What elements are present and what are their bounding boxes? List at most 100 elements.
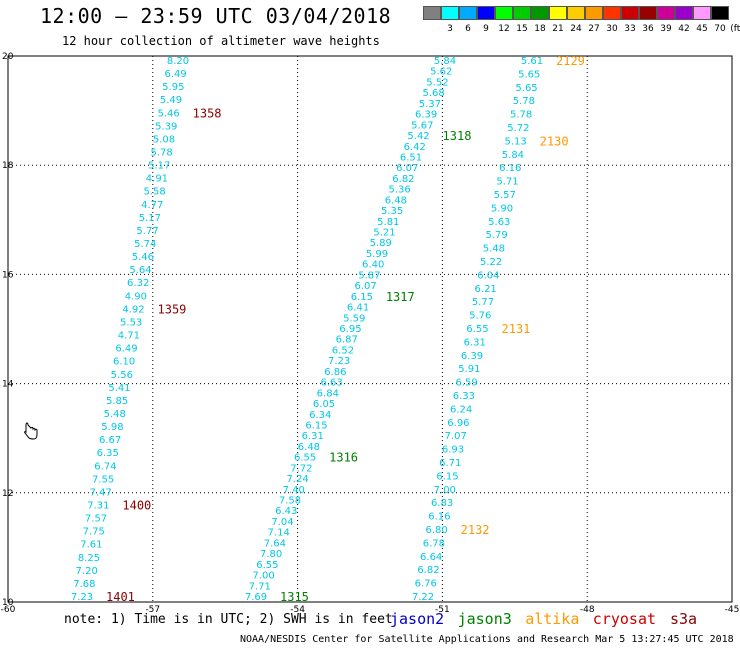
latitude-tick-label: 10 — [2, 598, 14, 608]
scale-label: 9 — [483, 24, 489, 34]
wave-height-value: 4.91 — [146, 174, 168, 185]
wave-height-value: 6.40 — [362, 260, 384, 271]
wave-height-value: 5.46 — [132, 252, 154, 263]
wave-height-value: 5.67 — [411, 120, 433, 131]
wave-height-value: 7.64 — [264, 538, 286, 549]
scale-swatch — [567, 6, 585, 20]
scale-swatch — [657, 6, 675, 20]
wave-height-value: 6.43 — [275, 506, 297, 517]
wave-height-value: 7.57 — [85, 514, 107, 525]
wave-height-value: 5.57 — [494, 190, 516, 201]
wave-height-value: 5.56 — [111, 370, 133, 381]
wave-height-value: 6.64 — [420, 552, 442, 563]
wave-height-value: 5.39 — [155, 121, 177, 132]
wave-height-value: 5.74 — [134, 239, 156, 250]
wave-height-value: 6.59 — [455, 378, 477, 389]
wave-height-value: 5.62 — [430, 67, 452, 78]
wave-height-value: 5.59 — [343, 313, 365, 324]
pointer-hand-icon — [24, 422, 38, 444]
latitude-tick-label: 16 — [2, 270, 14, 280]
wave-height-value: 6.63 — [320, 378, 342, 389]
longitude-tick-label: -45 — [725, 605, 740, 615]
wave-height-value: 4.77 — [141, 200, 163, 211]
wave-height-value: 6.93 — [442, 445, 464, 456]
wave-height-value: 6.49 — [115, 344, 137, 355]
wave-height-value: 6.41 — [347, 303, 369, 314]
scale-label: 3 — [447, 24, 453, 34]
wave-height-value: 6.31 — [302, 431, 324, 442]
wave-height-value: 6.87 — [336, 335, 358, 346]
wave-height-value: 5.81 — [377, 217, 399, 228]
scale-label: 18 — [534, 24, 546, 34]
wave-height-value: 7.31 — [87, 500, 109, 511]
latitude-tick-label: 20 — [2, 52, 14, 62]
scale-swatch — [513, 6, 531, 20]
wave-height-value: 5.71 — [496, 177, 518, 188]
wave-height-value: 7.20 — [76, 566, 98, 577]
latitude-tick-label: 12 — [2, 489, 13, 499]
wave-height-value: 7.69 — [245, 592, 267, 603]
wave-height-value: 6.32 — [127, 278, 149, 289]
wave-height-value: 7.68 — [73, 579, 95, 590]
wave-height-value: 5.72 — [507, 123, 529, 134]
pass-time-label: 1318 — [443, 129, 472, 143]
wave-height-value: 5.78 — [150, 148, 172, 159]
wave-height-value: 5.53 — [120, 317, 142, 328]
axis-labels: -60 -57 -54 -51 -48 -45 20 18 16 14 12 10 — [1, 52, 740, 615]
wave-height-value: 6.31 — [464, 337, 486, 348]
mission-label: altika — [525, 610, 580, 628]
scale-label: 42 — [678, 24, 690, 34]
footer-credit: NOAA/NESDIS Center for Satellite Applica… — [240, 634, 734, 645]
wave-height-value: 7.61 — [80, 540, 102, 551]
wave-height-value: 6.80 — [425, 525, 447, 536]
latitude-tick-label: 18 — [2, 161, 14, 171]
wave-height-value: 6.39 — [415, 110, 437, 121]
wave-height-value: 5.84 — [434, 56, 456, 67]
wave-height-value: 5.64 — [129, 265, 151, 276]
wave-height-value: 6.82 — [417, 565, 439, 576]
wave-height-value: 5.77 — [136, 226, 158, 237]
wave-height-value: 5.90 — [491, 203, 513, 214]
wave-height-value: 5.65 — [515, 83, 537, 94]
satellite-track: 5.845.625.525.685.376.395.675.426.426.51… — [245, 56, 472, 604]
wave-height-value: 7.24 — [286, 474, 308, 485]
scale-label: 33 — [624, 24, 636, 34]
wave-height-value: 6.71 — [439, 458, 461, 469]
wave-height-value: 6.55 — [256, 560, 278, 571]
wave-height-value: 6.15 — [436, 471, 458, 482]
wave-height-value: 5.52 — [426, 77, 448, 88]
wave-height-value: 5.65 — [518, 69, 540, 80]
longitude-tick-label: -51 — [435, 605, 450, 615]
scale-label: 30 — [606, 24, 618, 34]
wave-height-value: 6.82 — [392, 174, 414, 185]
wave-height-value: 5.99 — [366, 249, 388, 260]
longitude-tick-label: -57 — [145, 605, 160, 615]
wave-height-value: 6.15 — [305, 420, 327, 431]
scale-label: 6 — [465, 24, 471, 34]
wave-height-value: 5.84 — [502, 150, 524, 161]
wave-height-value: 7.23 — [71, 592, 93, 603]
wave-height-value: 8.25 — [78, 553, 100, 564]
wave-height-value: 5.21 — [373, 228, 395, 239]
wave-height-value: 5.68 — [423, 88, 445, 99]
wave-height-value: 6.55 — [466, 324, 488, 335]
wave-height-value: 5.95 — [162, 82, 184, 93]
wave-height-value: 5.58 — [143, 187, 165, 198]
satellite-track: 5.61 5.65 5.65 5.78 5.78 5.72 5.13 5.84 6.16 5.71… — [412, 54, 585, 603]
wave-height-value: 6.42 — [404, 142, 426, 153]
scale-label: 70 — [714, 24, 726, 34]
wave-height-value: 7.40 — [283, 485, 305, 496]
map-border — [7, 55, 733, 603]
wave-height-value: 6.67 — [99, 435, 121, 446]
map-grid — [8, 56, 732, 602]
wave-height-value: 5.35 — [381, 206, 403, 217]
wave-height-value: 6.49 — [165, 69, 187, 80]
wave-height-value: 8.20 — [167, 56, 189, 67]
wave-height-value: 6.34 — [309, 410, 331, 421]
scale-swatch — [531, 6, 549, 20]
wave-height-value: 6.95 — [339, 324, 361, 335]
wave-height-value: 5.76 — [469, 311, 491, 322]
wave-height-value: 6.04 — [477, 270, 499, 281]
scale-swatch — [549, 6, 567, 20]
scale-swatch — [441, 6, 459, 20]
